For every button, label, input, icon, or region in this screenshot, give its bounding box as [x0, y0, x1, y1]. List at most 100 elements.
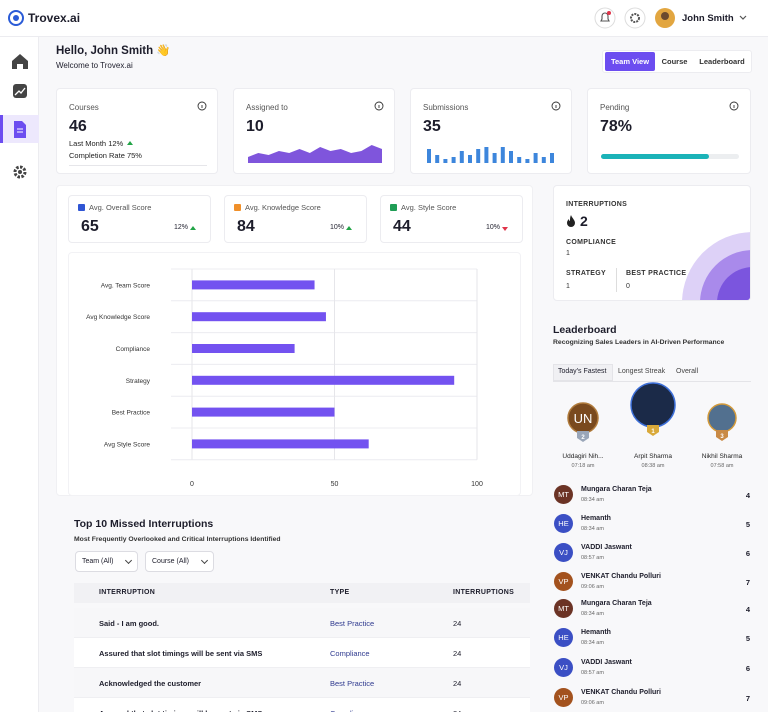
avatar: VP	[554, 688, 573, 707]
y-tick-label: Avg Style Score	[104, 441, 151, 448]
item-value: 0	[626, 283, 631, 290]
podium-name: Uddagiri Nih...	[562, 453, 603, 460]
y-tick-label: Avg Knowledge Score	[86, 314, 150, 321]
podium-time: 08:38 am	[642, 463, 665, 469]
spark-bar	[541, 157, 546, 163]
list-name: Mungara Charan Teja	[581, 600, 652, 607]
bar-sparkline	[427, 147, 554, 163]
chevron	[200, 556, 209, 565]
score-card: Avg. Style Score 44 10%	[380, 195, 523, 243]
tab[interactable]: Course	[661, 57, 688, 66]
tab-active-bg	[553, 364, 613, 381]
interruptions-title: INTERRUPTIONS	[566, 201, 628, 208]
stat-value: 10	[246, 118, 264, 135]
stat-card: Courses 46 Last Month 12% Completion Rat…	[56, 88, 218, 174]
user-name[interactable]: John Smith	[682, 13, 734, 24]
avatar: MT	[554, 485, 573, 504]
list-time: 08:34 am	[581, 640, 604, 646]
x-tick-label: 50	[331, 481, 339, 488]
score-arrow	[346, 226, 352, 230]
avatar	[630, 382, 676, 428]
avatar	[707, 403, 737, 433]
spark-bar	[459, 151, 464, 163]
divider	[616, 268, 617, 292]
list-score: 6	[745, 664, 750, 673]
list-name: VENKAT Chandu Polluri	[581, 689, 661, 696]
list-name: VENKAT Chandu Polluri	[581, 573, 661, 580]
header-actions	[594, 7, 747, 29]
score-card: Avg. Overall Score 65 12%	[68, 195, 211, 243]
bar	[192, 280, 315, 290]
decor-circles	[682, 232, 750, 300]
spark-bar	[435, 155, 440, 163]
tab[interactable]: Leaderboard	[699, 57, 745, 66]
leaderboard-tab[interactable]: Longest Streak	[618, 368, 666, 375]
y-tick-label: Strategy	[126, 378, 151, 385]
podium-time: 07:58 am	[711, 463, 734, 469]
spark-bar	[476, 149, 481, 163]
interruptions-card: INTERRUPTIONS 2 COMPLIANCE 1 STRATEGY 1 …	[553, 185, 751, 301]
spark-bar	[451, 157, 456, 163]
bar	[192, 375, 455, 385]
score-value: 65	[81, 218, 99, 235]
leaderboard-subtitle: Recognizing Sales Leaders in AI-Driven P…	[553, 339, 725, 346]
spark-bar	[427, 149, 431, 163]
chart-card: 0 50 100 Avg. Team Score Avg Knowledge Score…	[68, 252, 521, 496]
bar	[192, 312, 326, 322]
completion: Completion Rate 75%	[69, 151, 142, 160]
podium: UN 2 Uddagiri Nih... 07:18 am 1 Arpit Sharma 0…	[562, 382, 743, 469]
table-cell: 24	[453, 679, 462, 688]
list-time: 09:06 am	[581, 700, 604, 706]
table-row	[74, 668, 530, 698]
podium-name: Nikhil Sharma	[702, 453, 743, 460]
stat-value: 46	[69, 118, 87, 135]
stat-title: Courses	[69, 103, 99, 112]
stat-value: 78%	[600, 118, 633, 135]
logo-icon	[8, 10, 24, 26]
list-time: 08:57 am	[581, 670, 604, 676]
rank: 1	[651, 429, 655, 435]
stat-title: Pending	[600, 103, 630, 112]
table-cell: Compliance	[330, 649, 370, 658]
interruptions-value: 2	[580, 213, 588, 229]
table-row	[74, 638, 530, 668]
bar	[192, 439, 369, 449]
stat-title: Submissions	[423, 103, 469, 112]
tab[interactable]: Team View	[605, 52, 655, 71]
sidebar	[0, 37, 39, 712]
table-cell: Acknowledged the customer	[99, 679, 202, 688]
stat-card: Assigned to 10	[233, 88, 395, 174]
podium-time: 07:18 am	[572, 463, 595, 469]
filter[interactable]: Course (All)	[145, 551, 214, 572]
greeting-subtitle: Welcome to Trovex.ai	[56, 61, 133, 70]
spark-bar	[443, 159, 448, 163]
table-cell: Said - I am good.	[99, 619, 160, 628]
divider	[69, 165, 207, 166]
leaderboard-tab[interactable]: Today's Fastest	[558, 368, 607, 375]
bar-chart: 0 50 100 Avg. Team Score Avg Knowledge Score…	[86, 268, 483, 488]
leaderboard-tab[interactable]: Overall	[676, 368, 699, 375]
stat-card: Pending 78%	[587, 88, 751, 174]
table-cell: Assured that slot timings will be sent v…	[99, 649, 263, 658]
item-label: STRATEGY	[566, 270, 606, 277]
score-swatch	[234, 204, 241, 211]
rank-badge	[716, 430, 728, 441]
list-score: 5	[745, 520, 750, 529]
spark-bar	[492, 153, 497, 163]
list-time: 08:34 am	[581, 526, 604, 532]
stat-card: Submissions 35	[410, 88, 572, 174]
sidebar-icons[interactable]	[10, 52, 30, 182]
column-header: TYPE	[330, 589, 350, 596]
spark-bar	[484, 147, 489, 163]
table-cell: Compliance	[330, 709, 370, 712]
score-swatch	[390, 204, 397, 211]
item-label: BEST PRACTICE	[626, 270, 687, 277]
bar	[192, 407, 335, 417]
column-header: INTERRUPTION	[99, 589, 156, 596]
score-arrow	[502, 227, 508, 231]
list-time: 08:57 am	[581, 555, 604, 561]
filter[interactable]: Team (All)	[75, 551, 138, 572]
list-score: 6	[745, 549, 750, 558]
rank-badge	[577, 431, 589, 442]
